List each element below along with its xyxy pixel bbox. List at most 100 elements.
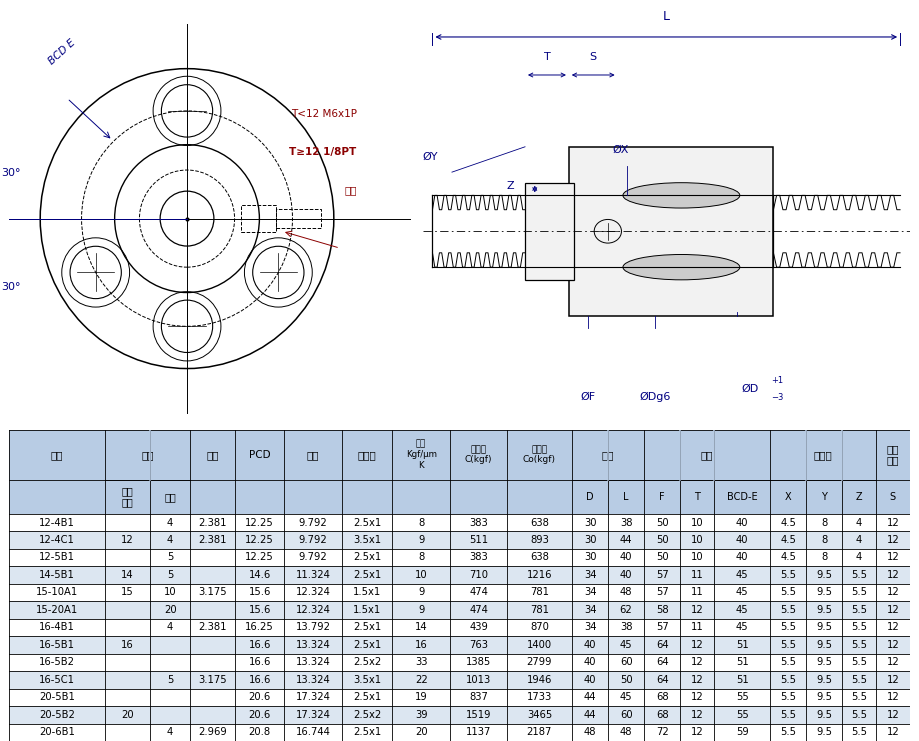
Text: 3465: 3465 [527, 710, 552, 720]
Text: 5: 5 [167, 570, 174, 580]
Bar [105, 706, 150, 723]
Text: 3.5x1: 3.5x1 [353, 535, 381, 545]
Bar [608, 706, 644, 723]
Bar [9, 723, 105, 741]
Bar [608, 671, 644, 688]
Text: 55: 55 [736, 692, 748, 702]
Bar [343, 636, 391, 654]
Bar [806, 531, 843, 549]
Text: 9.792: 9.792 [299, 517, 327, 528]
Bar [608, 688, 644, 706]
Bar [608, 531, 644, 549]
Bar [714, 636, 770, 654]
Text: −3: −3 [771, 393, 783, 402]
Text: 螺帽: 螺帽 [602, 450, 615, 459]
Bar [806, 566, 843, 584]
Text: 9.5: 9.5 [816, 710, 833, 720]
Text: 16.6: 16.6 [248, 657, 271, 668]
Bar [450, 723, 506, 741]
Text: 763: 763 [469, 640, 488, 650]
Bar [9, 479, 105, 514]
Text: 16.744: 16.744 [296, 727, 331, 737]
Bar [714, 671, 770, 688]
Text: 57: 57 [656, 588, 668, 597]
Text: 15.6: 15.6 [248, 605, 271, 615]
Bar [284, 584, 343, 601]
Text: 20-5B1: 20-5B1 [40, 692, 75, 702]
Text: 12: 12 [691, 692, 703, 702]
Bar [343, 430, 391, 479]
Bar [190, 514, 235, 531]
Text: 17.324: 17.324 [296, 692, 331, 702]
Bar [105, 430, 150, 479]
Bar [680, 706, 714, 723]
Text: 9.792: 9.792 [299, 535, 327, 545]
Bar [608, 430, 644, 479]
Text: 5.5: 5.5 [780, 675, 796, 685]
Bar [450, 566, 506, 584]
Bar [770, 531, 806, 549]
Bar [150, 654, 190, 671]
Text: 2.5x1: 2.5x1 [353, 727, 381, 737]
Bar [644, 601, 680, 619]
Bar [806, 430, 843, 479]
Bar [572, 566, 608, 584]
Bar [806, 688, 843, 706]
Bar [343, 584, 391, 601]
Bar [391, 479, 450, 514]
Text: 9.792: 9.792 [299, 553, 327, 562]
Text: 38: 38 [619, 517, 632, 528]
Text: 9.5: 9.5 [816, 570, 833, 580]
Text: 根徑: 根徑 [307, 450, 320, 459]
Bar [284, 706, 343, 723]
Bar [105, 654, 150, 671]
Text: 34: 34 [584, 622, 596, 632]
Bar [876, 706, 910, 723]
Text: S: S [590, 52, 596, 62]
Bar [190, 654, 235, 671]
Bar [105, 619, 150, 636]
Text: 64: 64 [656, 640, 668, 650]
Bar [876, 688, 910, 706]
Bar [506, 636, 572, 654]
Bar [572, 601, 608, 619]
Bar [714, 723, 770, 741]
Text: 30: 30 [584, 553, 596, 562]
Bar [235, 549, 284, 566]
Bar [608, 636, 644, 654]
Bar [876, 601, 910, 619]
Text: 1.5x1: 1.5x1 [353, 605, 381, 615]
Bar [876, 654, 910, 671]
Bar [391, 636, 450, 654]
Text: L: L [663, 10, 670, 23]
Bar [572, 654, 608, 671]
Text: S: S [890, 492, 896, 502]
Text: 2187: 2187 [527, 727, 552, 737]
Bar [714, 531, 770, 549]
Text: 4.5: 4.5 [780, 553, 796, 562]
Bar [506, 619, 572, 636]
Bar [391, 688, 450, 706]
Bar [150, 723, 190, 741]
Text: 3.5x1: 3.5x1 [353, 675, 381, 685]
Bar [284, 549, 343, 566]
Bar [343, 549, 391, 566]
Bar [714, 479, 770, 514]
Text: 40: 40 [619, 553, 632, 562]
Text: Z: Z [506, 181, 515, 191]
Bar [190, 671, 235, 688]
Bar [680, 636, 714, 654]
Bar [608, 549, 644, 566]
Text: 20-5B2: 20-5B2 [40, 710, 75, 720]
Bar [506, 688, 572, 706]
Text: 50: 50 [656, 535, 668, 545]
Text: 9: 9 [418, 588, 425, 597]
Text: 2.969: 2.969 [199, 727, 227, 737]
Bar [714, 566, 770, 584]
Text: 16-4B1: 16-4B1 [40, 622, 75, 632]
Text: 5.5: 5.5 [780, 570, 796, 580]
Text: D: D [586, 492, 594, 502]
Bar [343, 654, 391, 671]
Bar [714, 619, 770, 636]
Text: PCD: PCD [249, 450, 270, 459]
